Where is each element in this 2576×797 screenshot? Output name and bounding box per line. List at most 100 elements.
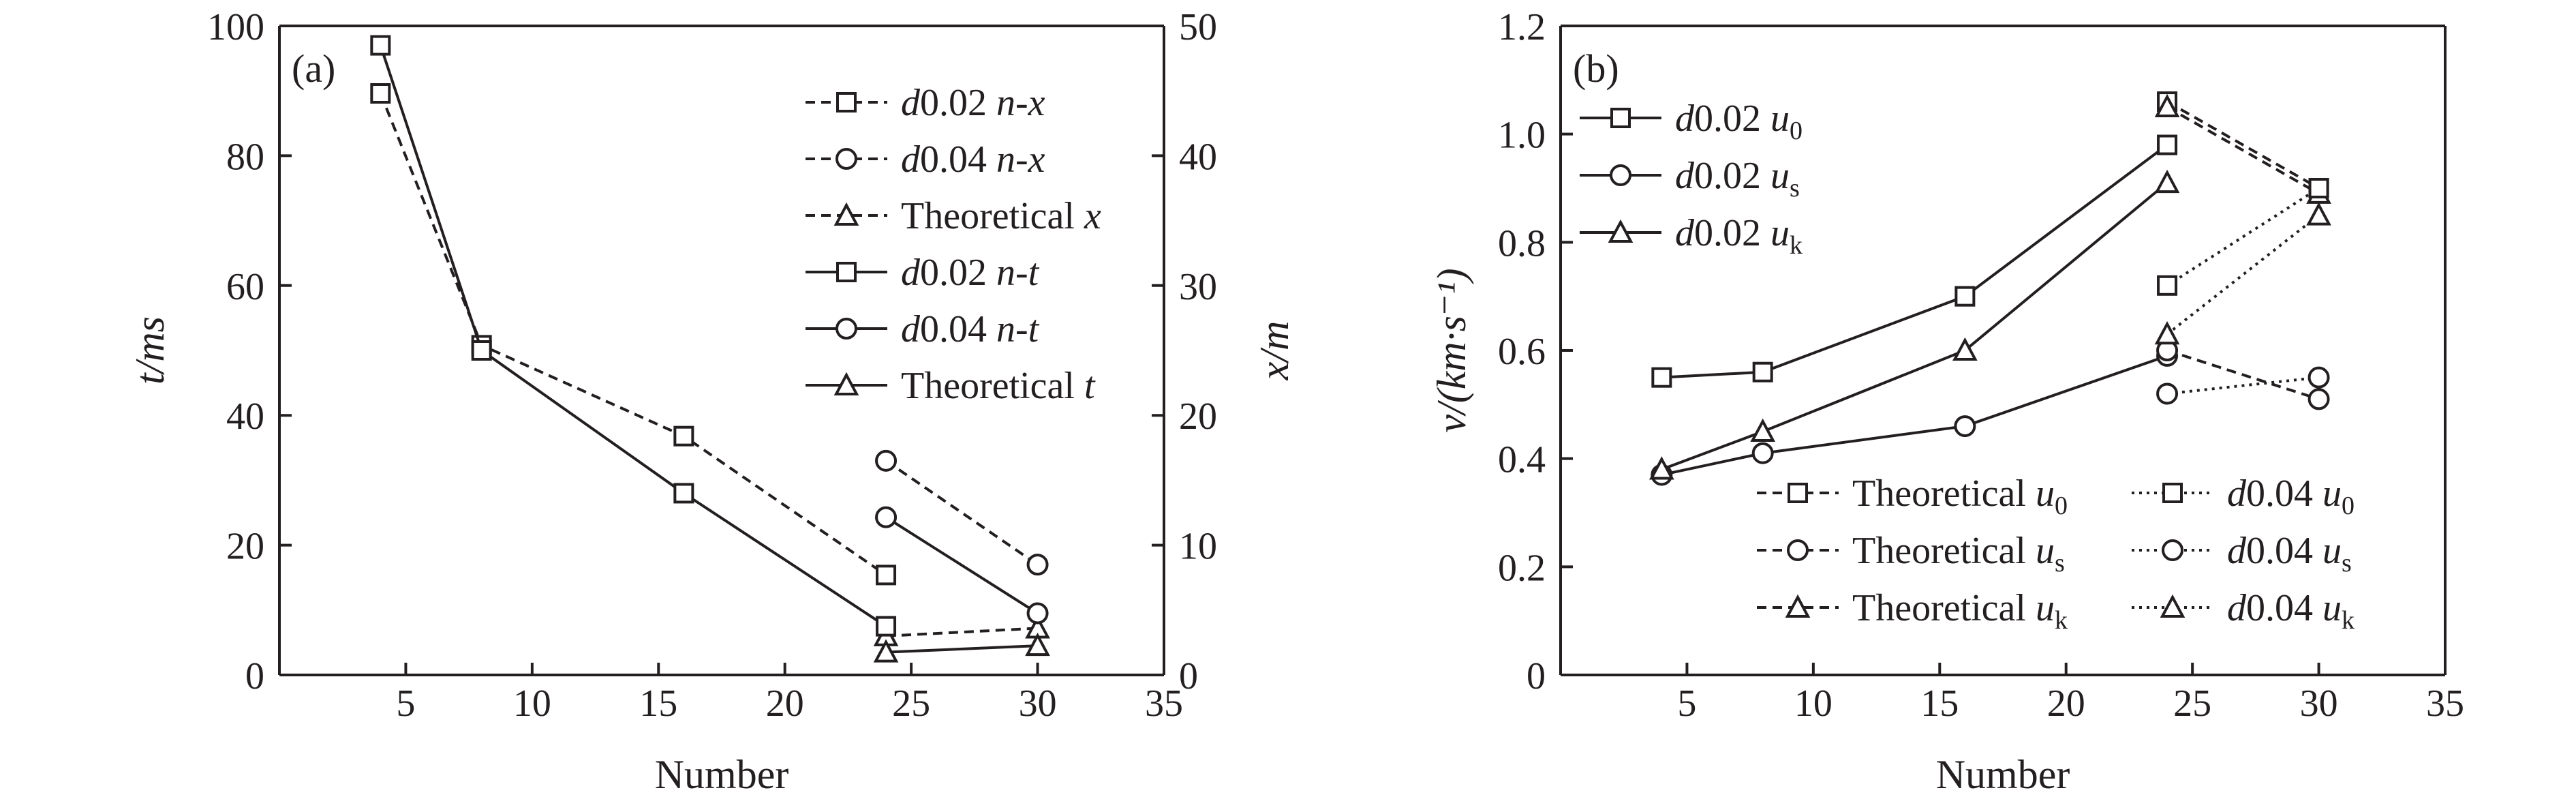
legend-a-item-5-marker-icon xyxy=(833,372,859,395)
panel-b-series-d0-02-uk-line xyxy=(1661,181,2168,471)
panel-b-x-tick-label: 10 xyxy=(1794,682,1833,725)
panel-a-x-tick-label: 25 xyxy=(892,682,930,725)
panel-b-series-d0-02-u0-line xyxy=(1661,143,2168,379)
panel-a-x-tick-label: 15 xyxy=(639,682,677,725)
legend-b-bottom-left-item-0-label: Theoretical u0 xyxy=(1852,472,2068,520)
legend-b-top-item-0-marker-icon xyxy=(1610,108,1631,128)
panel-b-series-d0-02-us-point xyxy=(1751,442,1774,464)
legend-b-bottom-right-item-1-marker-icon xyxy=(2162,539,2183,561)
panel-a-series-d0-02-n-x-point xyxy=(876,565,897,586)
panel-a-series-theoretical-t-point xyxy=(1025,632,1050,657)
panel-a-y-tick-label: 0 xyxy=(245,655,264,697)
panel-a-y-tick-label: 100 xyxy=(207,6,264,48)
panel-b-series-d0-04-u0-line xyxy=(2166,187,2320,287)
legend-b-bottom-left-item-1-label: Theoretical us xyxy=(1852,530,2065,577)
panel-b-ticks: 5 10 15 20 25 30 35 0 0.2 0.4 0.6 0.8 1.0 1.2 xyxy=(1498,6,2464,725)
legend-b-bottom-right-item-2-marker-icon xyxy=(2160,594,2186,618)
panel-b-series-d0-02-us-line xyxy=(1661,355,2168,477)
panel-a-right-y-tick-label: 40 xyxy=(1179,136,1217,178)
panel-a-y-tick-label: 80 xyxy=(226,136,264,178)
legend-b-bottom-right-item-0-label: d0.04 u0 xyxy=(2227,472,2355,520)
panel-a-series-d0-02-n-t-point xyxy=(673,483,694,504)
legend-b-bottom-right-item-0-marker-icon xyxy=(2162,483,2183,503)
panel-a-series-d0-04-n-x-point xyxy=(875,449,898,472)
panel-b-series-d0-02-u0-point xyxy=(1954,286,1976,307)
legend-a-item-0-label: d0.02 n-x xyxy=(901,82,1045,124)
panel-b-series-d0-02-uk-point xyxy=(1750,418,1776,442)
panel-a-series-theoretical-t-line xyxy=(885,644,1038,654)
legend-a-item-3-label: d0.02 n-t xyxy=(901,252,1040,294)
panel-a-x-tick-label: 30 xyxy=(1019,682,1057,725)
legend-a-item-2-label: Theoretical x xyxy=(901,195,1101,237)
legend-b-bottom-right-item-1-label: d0.04 us xyxy=(2227,530,2352,577)
panel-b-x-axis-title: Number xyxy=(1936,752,2070,797)
legend-b-bottom-left-item-2-label: Theoretical uk xyxy=(1852,587,2068,635)
panel-a-x-tick-label: 10 xyxy=(513,682,551,725)
legend-a-item-0-marker-icon xyxy=(836,92,857,112)
panel-a-series-theoretical-x-line xyxy=(885,627,1038,637)
panel-a-x-tick-label: 20 xyxy=(766,682,804,725)
panel-a-label: (a) xyxy=(292,46,335,91)
panel-a-series-d0-02-n-t-point xyxy=(370,35,391,56)
panel-b-legend: d0.02 u0 d0.02 us d0.02 uk Theoretical u0 Th… xyxy=(1580,97,2355,635)
panel-b-series-d0-04-u0-point xyxy=(2157,275,2178,296)
legend-a-item-1-marker-icon xyxy=(835,148,857,170)
panel-b-y-tick-label: 1.2 xyxy=(1498,6,1546,48)
panel-a-y-tick-label: 20 xyxy=(226,526,264,568)
panel-b-x-tick-label: 20 xyxy=(2047,682,2085,725)
panel-b-x-tick-label: 15 xyxy=(1920,682,1959,725)
panel-a-series-d0-02-n-x-point xyxy=(673,425,694,447)
panel-a-x-tick-label: 35 xyxy=(1145,682,1183,725)
panel-a-right-axis-title: x/m xyxy=(1252,321,1297,381)
panel-a-series-theoretical-t-point xyxy=(873,639,899,663)
legend-b-top-item-0-label: d0.02 u0 xyxy=(1675,97,1803,145)
legend-a-item-4-marker-icon xyxy=(835,318,857,340)
panel-b-series-d0-04-uk-point xyxy=(2154,320,2180,345)
panel-b-series-theoretical-uk-point xyxy=(2154,93,2180,117)
panel-a-series-d0-04-n-x-line xyxy=(885,460,1039,566)
panel-b-series-d0-04-uk-point xyxy=(2306,202,2331,226)
panel-a-x-axis-title: Number xyxy=(655,752,789,797)
panel-b-y-axis-title: v/(km·s⁻¹) xyxy=(1429,268,1474,432)
panel-b-series-d0-04-us-point xyxy=(2156,382,2179,405)
panel-a-series-d0-04-n-x-point xyxy=(1026,554,1049,576)
panel-a-series-d0-02-n-t-point xyxy=(471,340,492,361)
panel-b-series-theoretical-u0-line xyxy=(2166,100,2320,190)
legend-a-item-2-marker-icon xyxy=(833,202,859,226)
legend-b-top-item-2-marker-icon xyxy=(1608,219,1634,243)
panel-a-right-y-tick-label: 20 xyxy=(1179,395,1217,438)
panel-a-right-y-tick-label: 0 xyxy=(1179,655,1198,697)
panel-b-series-d0-02-u0-point xyxy=(1651,367,1672,388)
legend-b-bottom-left-item-0-marker-icon xyxy=(1788,483,1808,503)
legend-b-top-item-1-label: d0.02 us xyxy=(1675,155,1800,202)
panel-b-series-d0-02-uk-point xyxy=(1952,337,1978,361)
panel-a-series-d0-04-n-t-point xyxy=(1026,602,1049,625)
panel-b-x-tick-label: 30 xyxy=(2300,682,2338,725)
panel-a-x-tick-label: 5 xyxy=(396,682,415,725)
panel-a-series-d0-04-n-t-line xyxy=(885,515,1039,615)
panel-b-x-tick-label: 25 xyxy=(2173,682,2211,725)
panel-b-y-tick-label: 0.2 xyxy=(1498,547,1546,589)
legend-b-top-item-1-marker-icon xyxy=(1610,164,1631,186)
panel-b-series-d0-04-uk-line xyxy=(2166,214,2320,335)
panel-b-y-tick-label: 0 xyxy=(1527,655,1546,697)
panel-a-y-tick-label: 60 xyxy=(226,266,264,308)
panel-b-series-d0-04-u0-point xyxy=(2308,178,2329,198)
panel-b-series xyxy=(1649,91,2331,486)
panel-a-legend: d0.02 n-x d0.04 n-x Theoretical x d0.02 n-t… xyxy=(806,82,1101,407)
panel-a-right-y-tick-label: 30 xyxy=(1179,266,1217,308)
panel-b-y-tick-label: 1.0 xyxy=(1498,115,1546,157)
legend-a-item-5-label: Theoretical t xyxy=(901,365,1096,407)
panel-b-series-d0-02-uk-point xyxy=(1649,456,1674,480)
panel-a-right-y-tick-label: 50 xyxy=(1179,6,1217,48)
panel-a-series-d0-02-n-t-line xyxy=(379,44,887,628)
panel-b-x-tick-label: 35 xyxy=(2426,682,2464,725)
panel-b-series-d0-02-us-point xyxy=(1954,415,1976,438)
panel-a-series xyxy=(370,35,1050,663)
panel-a-left-axis-title: t/ms xyxy=(127,316,172,385)
panel-a-series-d0-02-n-x-line xyxy=(379,93,887,577)
panel-b-x-tick-label: 5 xyxy=(1677,682,1696,725)
panel-a-series-d0-04-n-t-point xyxy=(875,506,898,528)
